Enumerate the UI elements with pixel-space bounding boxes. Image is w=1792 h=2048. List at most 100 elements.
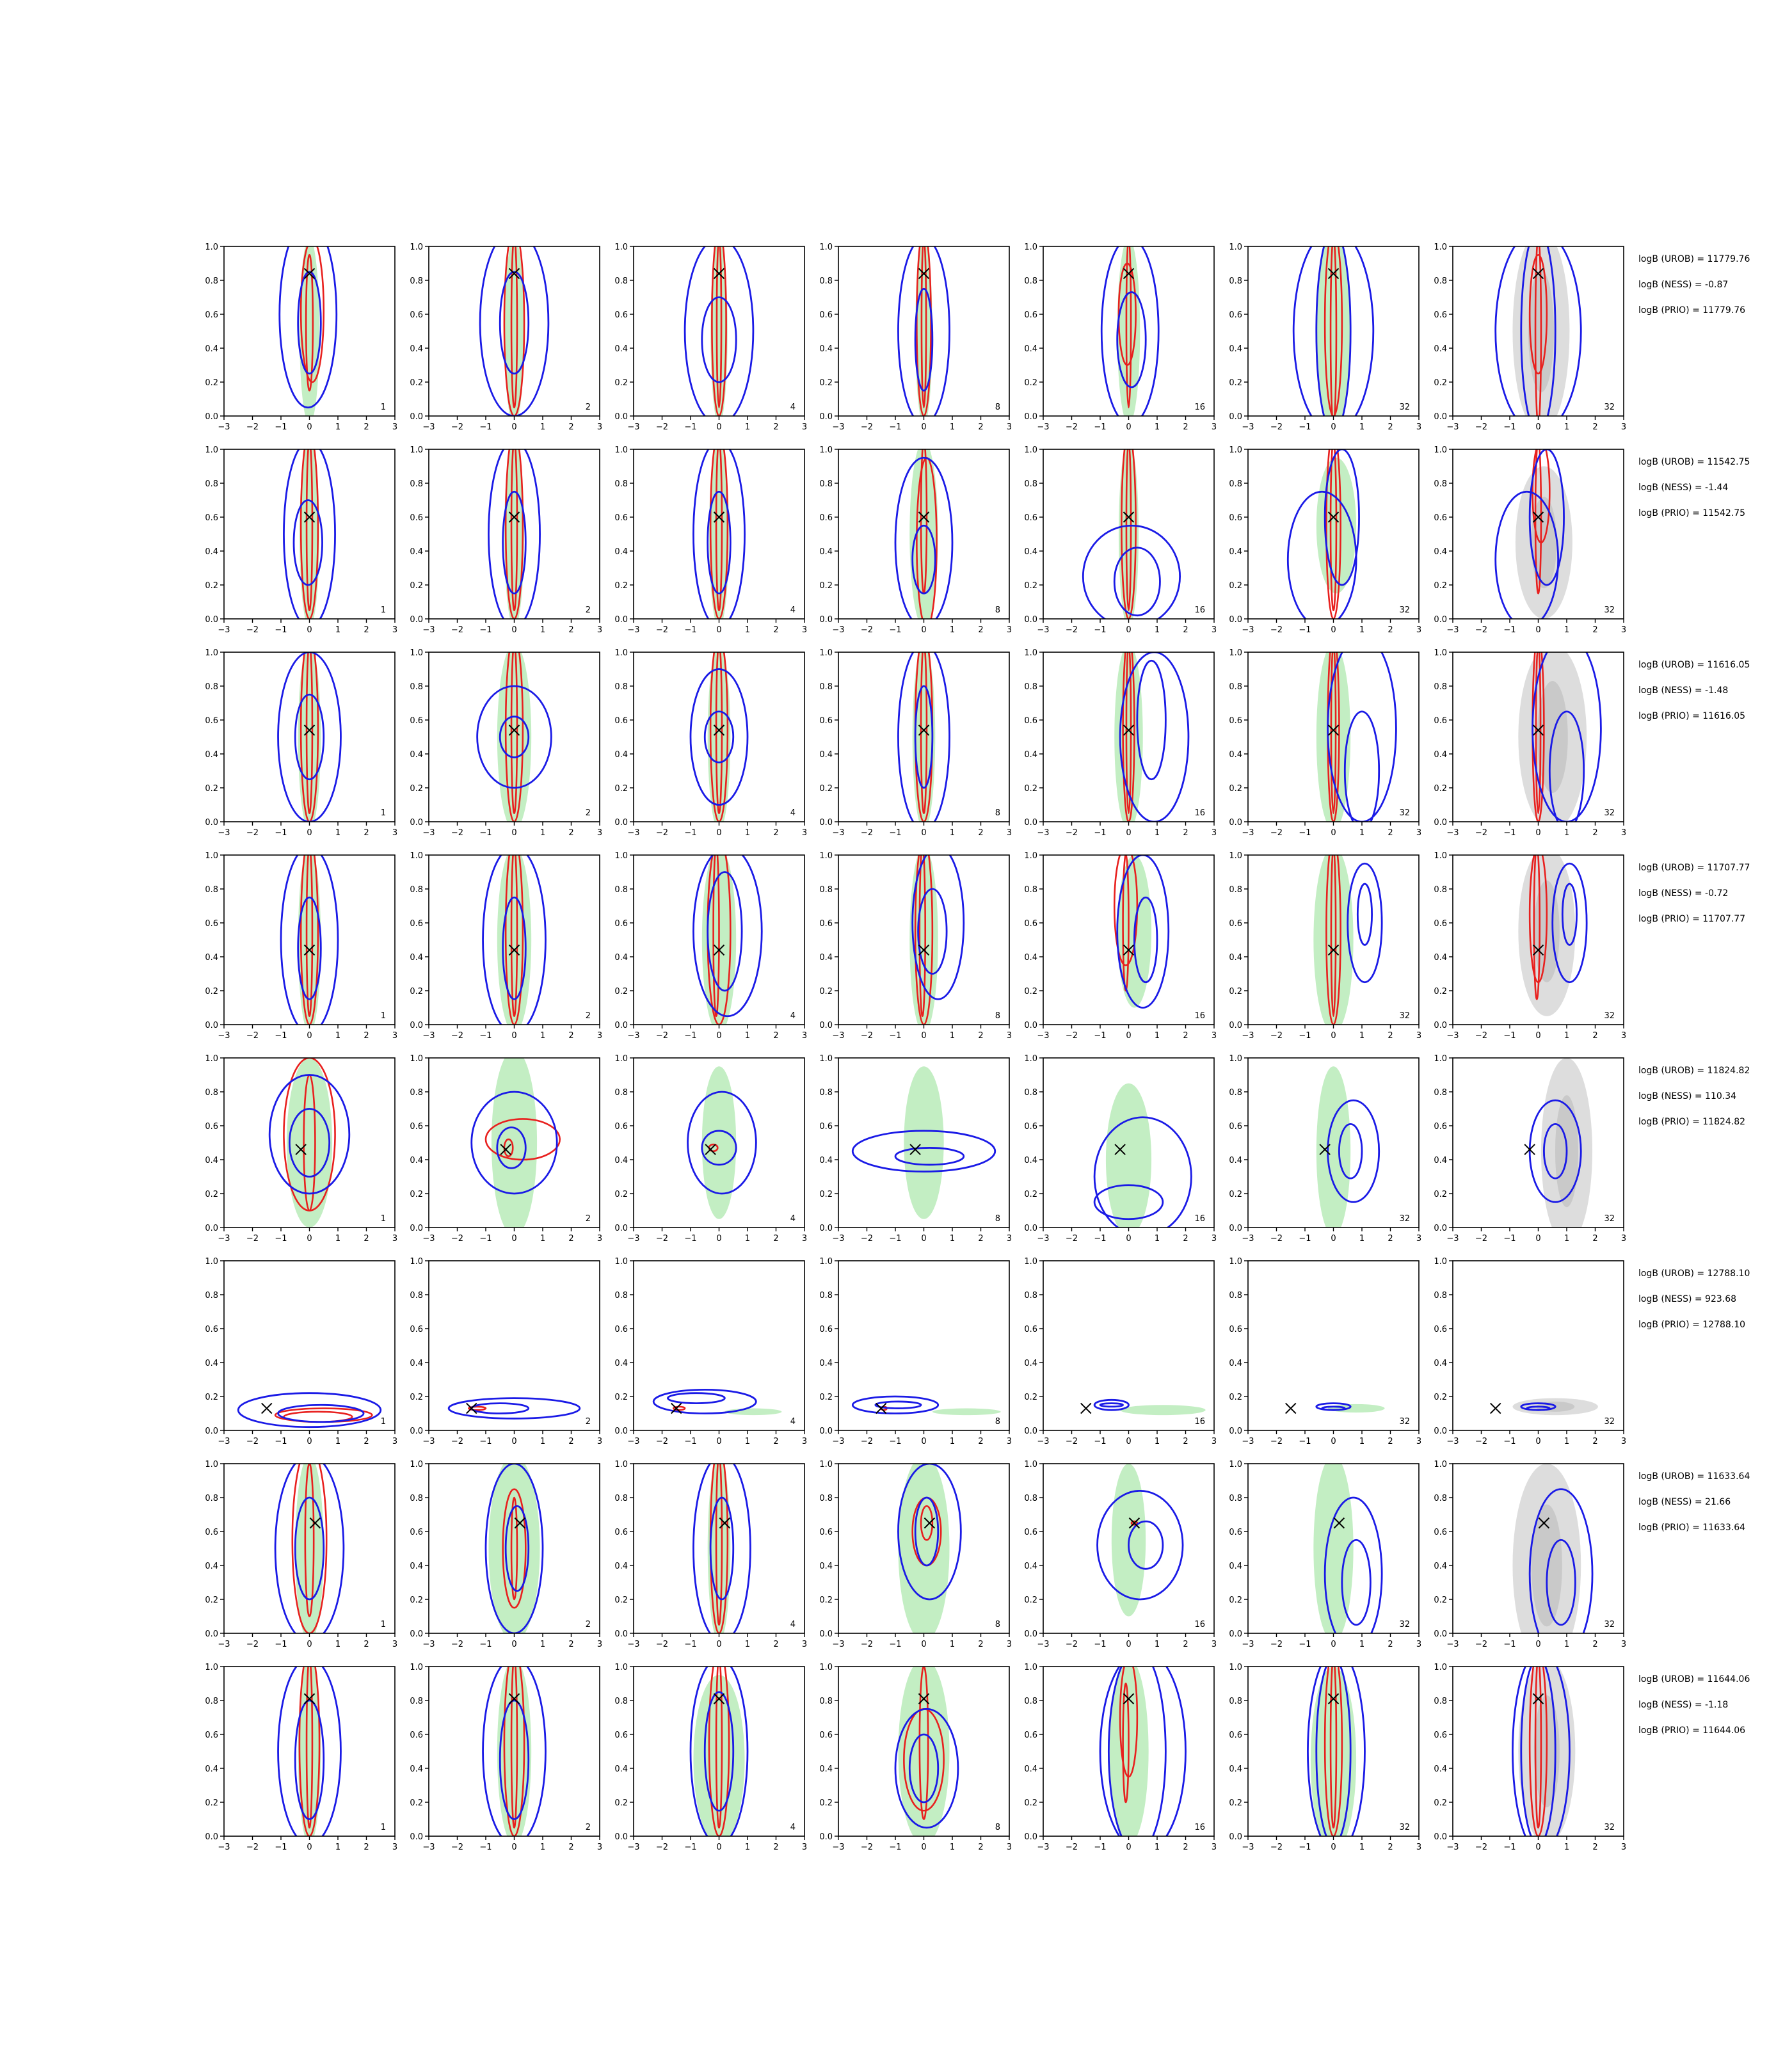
true-value-marker bbox=[514, 1517, 526, 1529]
x-tick-label: 2 bbox=[364, 1031, 369, 1041]
x-tick-label: 2 bbox=[773, 1437, 778, 1446]
x-tick-label: −2 bbox=[1475, 1031, 1487, 1041]
row-annotations: logB (UROB) = 11633.64 logB (NESS) = 21.6… bbox=[1638, 1471, 1750, 1533]
x-tick-label: 1 bbox=[1359, 1640, 1364, 1649]
subplot-r5-c3: −3 −2 −1 0 1 2 3 0.0 0.2 0.4 0.6 0.8 1.0 4 bbox=[614, 1054, 807, 1244]
x-tick-label: −2 bbox=[656, 1234, 668, 1244]
blue-contour bbox=[277, 652, 342, 822]
panel-label: 32 bbox=[1399, 808, 1410, 818]
x-tick-label: 2 bbox=[364, 625, 369, 635]
subplot-r2-c4: −3 −2 −1 0 1 2 3 0.0 0.2 0.4 0.6 0.8 1.0 8 bbox=[819, 445, 1012, 635]
panel-label: 2 bbox=[586, 808, 591, 818]
x-tick-label: 2 bbox=[1388, 422, 1393, 432]
blue-contour bbox=[1341, 1539, 1372, 1626]
x-tick-label: −1 bbox=[684, 828, 696, 838]
x-tick-label: 3 bbox=[1621, 1437, 1626, 1446]
y-tick-label: 0.4 bbox=[205, 344, 218, 354]
subplot-r2-c7: −3 −2 −1 0 1 2 3 0.0 0.2 0.4 0.6 0.8 1.0 32 bbox=[1434, 445, 1626, 635]
x-tick-label: 0 bbox=[1126, 625, 1131, 635]
panel-label: 1 bbox=[381, 1011, 386, 1021]
y-tick-label: 0.2 bbox=[1024, 378, 1037, 388]
y-tick-label: 0.6 bbox=[819, 716, 833, 726]
y-tick-label: 0.0 bbox=[1434, 1832, 1447, 1842]
subplot-r7-c2: −3 −2 −1 0 1 2 3 0.0 0.2 0.4 0.6 0.8 1.0 2 bbox=[410, 1460, 602, 1649]
subplot-r4-c2: −3 −2 −1 0 1 2 30.00.20.40.60.81.02 bbox=[410, 851, 602, 1041]
x-tick-label: 2 bbox=[978, 422, 983, 432]
blue-contour bbox=[1528, 1099, 1582, 1203]
x-tick-label: 1 bbox=[540, 1640, 545, 1649]
x-tick-label: 0 bbox=[1126, 1031, 1131, 1041]
y-tick-label: 0.6 bbox=[1434, 1325, 1447, 1334]
y-tick-label: 0.8 bbox=[1434, 1088, 1447, 1098]
true-value-marker bbox=[303, 511, 316, 523]
x-tick-label: 0 bbox=[1535, 1437, 1540, 1446]
y-tick-label: 0.8 bbox=[1229, 1291, 1242, 1300]
axes-frame bbox=[838, 1260, 1010, 1431]
y-tick-label: 0.0 bbox=[1434, 1427, 1447, 1436]
y-tick-label: 1.0 bbox=[410, 243, 423, 252]
blue-contour bbox=[277, 1667, 342, 1836]
x-tick-label: −1 bbox=[684, 1640, 696, 1649]
y-tick-label: 0.2 bbox=[1024, 784, 1037, 794]
red-contour bbox=[305, 652, 314, 815]
blue-contour bbox=[1292, 246, 1375, 416]
x-tick-label: 2 bbox=[1592, 1843, 1597, 1852]
x-tick-label: 3 bbox=[1212, 625, 1217, 635]
y-tick-label: 1.0 bbox=[1024, 648, 1037, 658]
plot-area bbox=[851, 1395, 1001, 1416]
x-tick-label: 2 bbox=[1592, 1234, 1597, 1244]
x-tick-label: −2 bbox=[246, 1031, 259, 1041]
x-tick-label: 2 bbox=[1388, 828, 1393, 838]
x-tick-label: 0 bbox=[716, 1437, 721, 1446]
y-tick-label: 1.0 bbox=[1024, 1460, 1037, 1469]
y-tick-label: 0.0 bbox=[819, 1427, 833, 1436]
plot-area bbox=[684, 246, 755, 416]
subplot-r2-c1: −3 −2 −1 0 1 2 3 0.0 0.2 0.4 0.6 0.8 1.0 1 bbox=[205, 445, 397, 635]
x-tick-label: 2 bbox=[364, 422, 369, 432]
panel-label: 4 bbox=[790, 403, 796, 412]
x-tick-label: −2 bbox=[656, 625, 668, 635]
x-tick-label: −3 bbox=[832, 1640, 844, 1649]
blue-contour bbox=[689, 668, 749, 806]
y-tick-label: 0.6 bbox=[1024, 310, 1037, 320]
subplot-r6-c7: −3 −2 −1 0 1 2 3 0.0 0.2 0.4 0.6 0.8 1.0 32 bbox=[1434, 1257, 1626, 1446]
true-value-marker bbox=[918, 268, 930, 280]
y-tick-label: 0.0 bbox=[1024, 1021, 1037, 1030]
y-tick-label: 1.0 bbox=[614, 648, 628, 658]
y-tick-label: 0.4 bbox=[614, 1764, 628, 1774]
panel-label: 32 bbox=[1399, 1620, 1410, 1629]
green-density-region bbox=[707, 1464, 731, 1633]
panel-label: 16 bbox=[1194, 1417, 1205, 1427]
plot-area bbox=[909, 855, 965, 1025]
subplot-r4-c6: −3 −2 −1 0 1 2 3 0.0 0.2 0.4 0.6 0.8 1.0 32 bbox=[1229, 851, 1421, 1041]
y-tick-label: 0.6 bbox=[410, 1731, 423, 1740]
blue-contour bbox=[1551, 862, 1588, 984]
logb-annotation: logB (PRIO) = 11644.06 bbox=[1638, 1725, 1745, 1736]
x-tick-label: 2 bbox=[568, 422, 573, 432]
x-tick-label: 0 bbox=[716, 1843, 721, 1852]
plot-area bbox=[1316, 652, 1397, 822]
x-tick-label: −1 bbox=[275, 1437, 287, 1446]
x-tick-label: −1 bbox=[889, 625, 901, 635]
x-tick-label: 0 bbox=[511, 1640, 516, 1649]
x-tick-label: −2 bbox=[1475, 422, 1487, 432]
plot-area bbox=[482, 855, 547, 1025]
subplot-r7-c3: −3 −2 −1 0 1 2 3 0.0 0.2 0.4 0.6 0.8 1.0 4 bbox=[614, 1460, 807, 1649]
blue-contour bbox=[1116, 291, 1147, 388]
x-tick-label: −2 bbox=[246, 828, 259, 838]
x-tick-label: 3 bbox=[1621, 1843, 1626, 1852]
blue-contour bbox=[499, 1699, 530, 1820]
x-tick-label: 3 bbox=[1007, 1234, 1012, 1244]
green-density-region bbox=[693, 1675, 745, 1836]
x-tick-label: −2 bbox=[861, 422, 873, 432]
y-tick-label: 0.2 bbox=[1229, 378, 1242, 388]
row-annotations: logB (UROB) = 12788.10 logB (NESS) = 923.… bbox=[1638, 1268, 1750, 1330]
panel-label: 1 bbox=[381, 1417, 386, 1427]
x-tick-label: −2 bbox=[861, 828, 873, 838]
y-tick-label: 0.2 bbox=[614, 1798, 628, 1808]
x-tick-label: 1 bbox=[335, 1234, 340, 1244]
true-value-marker bbox=[1285, 1402, 1297, 1414]
y-tick-label: 0.8 bbox=[205, 1088, 218, 1098]
x-tick-label: 2 bbox=[978, 1640, 983, 1649]
x-tick-label: −1 bbox=[1094, 1437, 1106, 1446]
